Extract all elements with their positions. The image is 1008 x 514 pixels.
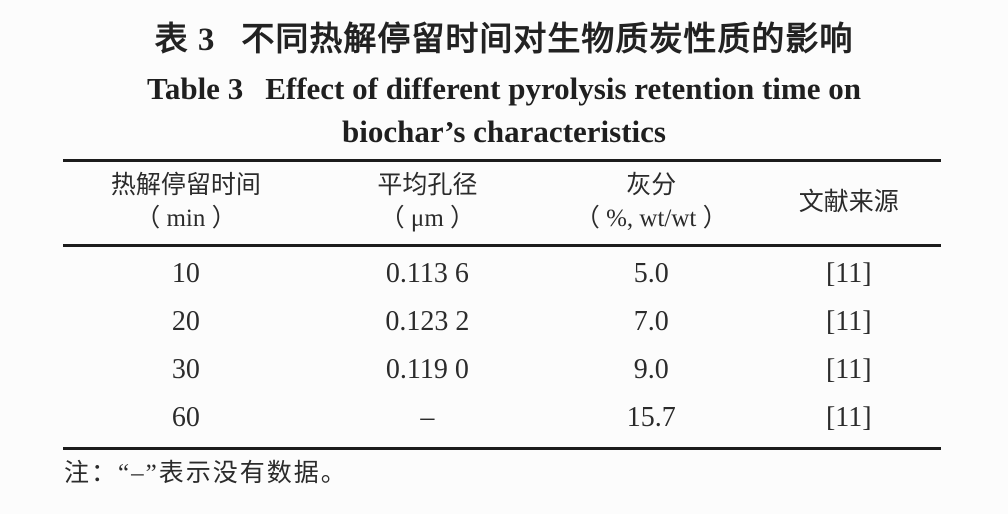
caption-en-label: Table 3 bbox=[147, 71, 244, 106]
data-table: 热解停留时间 （ min ） 平均孔径 （ μm ） 灰分 （ %, wt/wt… bbox=[63, 159, 941, 450]
column-header-unit: （ min ） bbox=[135, 205, 237, 232]
table-row: 30 0.119 0 9.0 [11] bbox=[63, 346, 941, 394]
cell-retention-time: 10 bbox=[171, 258, 200, 289]
cell-retention-time: 60 bbox=[171, 402, 200, 433]
cell-ash-content: 5.0 bbox=[633, 258, 669, 289]
cell-ash-content: 9.0 bbox=[633, 354, 669, 385]
cell-avg-pore-size: – bbox=[420, 402, 435, 433]
cell-reference: [11] bbox=[825, 354, 872, 385]
cell-avg-pore-size: 0.119 0 bbox=[385, 354, 469, 385]
table-row: 60 – 15.7 [11] bbox=[63, 394, 941, 442]
column-header-unit: （ μm ） bbox=[379, 205, 476, 232]
caption-zh-label: 表 3 bbox=[154, 22, 216, 58]
cell-retention-time: 30 bbox=[171, 354, 200, 385]
table-caption: 表 3 不同热解停留时间对生物质炭性质的影响 Table 3 Effect of… bbox=[0, 12, 1008, 150]
column-header-avg-pore-size: 平均孔径 （ μm ） bbox=[309, 169, 546, 235]
cell-reference: [11] bbox=[825, 258, 872, 289]
column-header-name: 平均孔径 bbox=[377, 172, 478, 199]
table-footnote: 注：“–”表示没有数据。 bbox=[64, 460, 348, 487]
caption-zh-text: 不同热解停留时间对生物质炭性质的影响 bbox=[241, 22, 854, 58]
column-header-retention-time: 热解停留时间 （ min ） bbox=[63, 169, 309, 235]
cell-ash-content: 7.0 bbox=[633, 306, 669, 337]
column-header-name: 文献来源 bbox=[798, 188, 899, 216]
cell-reference: [11] bbox=[825, 306, 872, 337]
cell-retention-time: 20 bbox=[171, 306, 200, 337]
caption-en-text: Effect of different pyrolysis retention … bbox=[265, 71, 861, 106]
caption-zh: 表 3 不同热解停留时间对生物质炭性质的影响 bbox=[0, 12, 1008, 60]
column-header-unit: （ %, wt/wt ） bbox=[574, 205, 728, 232]
caption-en-line1: Table 3 Effect of different pyrolysis re… bbox=[0, 71, 1008, 107]
cell-ash-content: 15.7 bbox=[626, 402, 676, 433]
cell-avg-pore-size: 0.123 2 bbox=[385, 306, 470, 337]
column-header-reference: 文献来源 bbox=[757, 169, 941, 235]
column-header-ash-content: 灰分 （ %, wt/wt ） bbox=[546, 169, 757, 235]
caption-en-line2: biochar’s characteristics bbox=[342, 114, 666, 149]
table-row: 10 0.113 6 5.0 [11] bbox=[63, 250, 941, 298]
cell-avg-pore-size: 0.113 6 bbox=[385, 258, 469, 289]
table-header-row: 热解停留时间 （ min ） 平均孔径 （ μm ） 灰分 （ %, wt/wt… bbox=[63, 162, 941, 247]
column-header-name: 热解停留时间 bbox=[110, 172, 261, 199]
table-row: 20 0.123 2 7.0 [11] bbox=[63, 298, 941, 346]
cell-reference: [11] bbox=[825, 402, 872, 433]
table-body: 10 0.113 6 5.0 [11] 20 0.123 2 7.0 [11] … bbox=[63, 247, 941, 447]
column-header-name: 灰分 bbox=[626, 172, 677, 199]
